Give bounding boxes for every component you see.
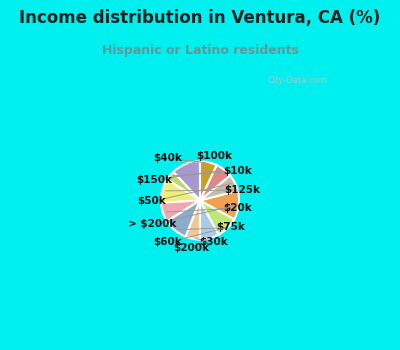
Text: $200k: $200k (173, 243, 209, 253)
Text: Hispanic or Latino residents: Hispanic or Latino residents (102, 44, 298, 57)
Text: > $200k: > $200k (128, 219, 176, 229)
Text: $30k: $30k (200, 237, 228, 247)
Wedge shape (167, 172, 200, 200)
Wedge shape (167, 200, 200, 237)
Wedge shape (161, 200, 200, 221)
Wedge shape (200, 200, 234, 235)
Wedge shape (186, 200, 200, 239)
Wedge shape (200, 191, 239, 219)
Text: $75k: $75k (216, 223, 245, 232)
Wedge shape (200, 200, 219, 239)
Text: $100k: $100k (197, 152, 233, 161)
Wedge shape (161, 180, 200, 203)
Text: $150k: $150k (136, 175, 172, 185)
Wedge shape (200, 175, 238, 200)
Wedge shape (173, 161, 200, 200)
Wedge shape (200, 165, 230, 200)
Text: $10k: $10k (223, 166, 252, 176)
Text: $125k: $125k (224, 185, 260, 195)
Text: Income distribution in Ventura, CA (%): Income distribution in Ventura, CA (%) (19, 9, 381, 27)
Text: City-Data.com: City-Data.com (268, 76, 328, 85)
Text: $50k: $50k (137, 196, 166, 206)
Text: $20k: $20k (223, 203, 252, 213)
Text: $40k: $40k (153, 153, 182, 163)
Text: $60k: $60k (153, 237, 182, 247)
Wedge shape (200, 161, 217, 200)
